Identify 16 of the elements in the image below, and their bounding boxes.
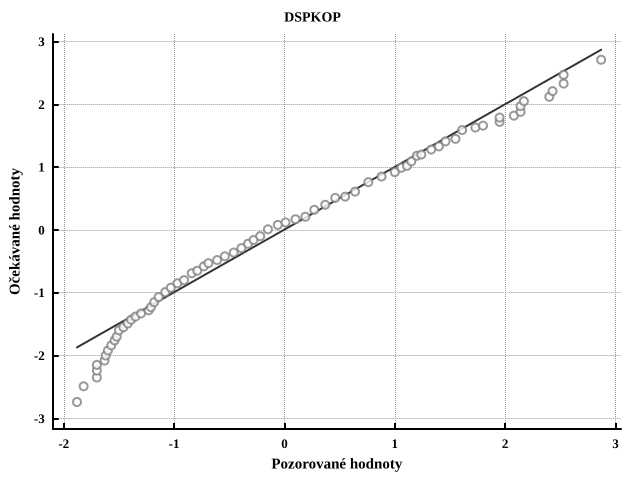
x-axis-title: Pozorované hodnoty [271, 456, 403, 472]
x-tick-label: -2 [58, 436, 70, 451]
y-tick-label: -1 [34, 285, 45, 300]
y-tick-label: 2 [38, 96, 45, 112]
x-tick-label: -1 [168, 436, 180, 451]
x-tick-label: 1 [392, 436, 398, 451]
y-tick-label: -2 [34, 348, 45, 364]
x-tick-label: 2 [502, 436, 508, 451]
y-tick-label: 1 [38, 160, 45, 175]
y-tick-label: -3 [34, 410, 46, 426]
x-tick-label: 0 [281, 436, 288, 451]
y-axis-title: Očekávané hodnoty [8, 167, 24, 296]
y-tick-label: 0 [38, 222, 45, 238]
y-tick-label: 3 [38, 34, 46, 50]
x-tick-label: 3 [612, 436, 620, 451]
chart-title: DSPKOP [284, 10, 342, 26]
